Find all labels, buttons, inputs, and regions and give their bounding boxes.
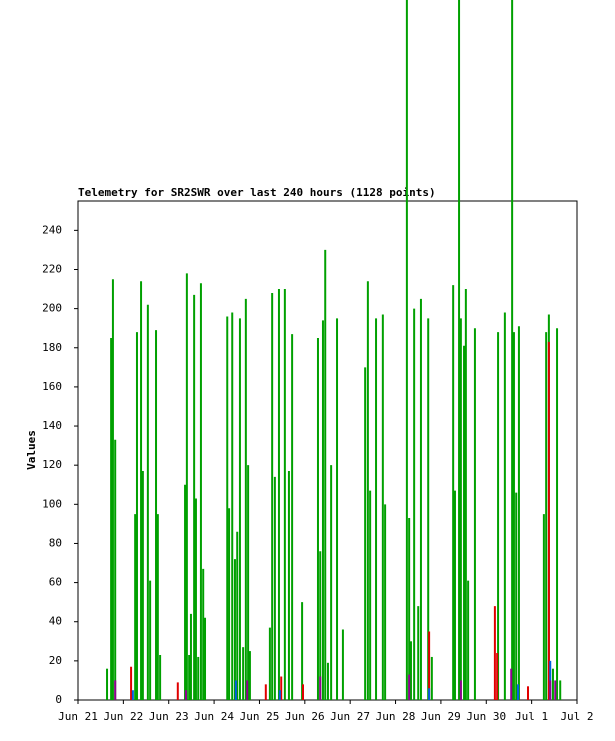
x-tick-label: Jun 27 <box>330 710 370 723</box>
x-tick-label: Jun 25 <box>240 710 280 723</box>
x-tick-label: Jun 24 <box>194 710 234 723</box>
y-tick-label: 180 <box>42 341 62 354</box>
x-tick-label: Jun 28 <box>376 710 416 723</box>
x-tick-label: Jun 26 <box>285 710 325 723</box>
y-tick-label: 120 <box>42 458 62 471</box>
y-axis-label: Values <box>25 430 38 470</box>
y-tick-label: 20 <box>49 654 62 667</box>
chart-title: Telemetry for SR2SWR over last 240 hours… <box>78 186 436 199</box>
x-tick-label: Jun 23 <box>149 710 189 723</box>
y-tick-label: 60 <box>49 576 62 589</box>
plot-frame <box>77 200 578 701</box>
x-tick-label: Jun 30 <box>466 710 506 723</box>
x-tick-label: Jul 1 <box>515 710 548 723</box>
y-tick-label: 0 <box>55 693 62 706</box>
y-tick-label: 140 <box>42 419 62 432</box>
y-tick-label: 240 <box>42 223 62 236</box>
x-tick-label: Jun 22 <box>103 710 143 723</box>
x-tick-label: Jun 29 <box>421 710 461 723</box>
y-tick-label: 200 <box>42 302 62 315</box>
y-tick-label: 80 <box>49 536 62 549</box>
y-tick-label: 220 <box>42 262 62 275</box>
y-tick-label: 100 <box>42 497 62 510</box>
y-tick-label: 40 <box>49 615 62 628</box>
x-tick-label: Jul 2 <box>560 710 593 723</box>
x-tick-label: Jun 21 <box>58 710 98 723</box>
y-tick-label: 160 <box>42 380 62 393</box>
